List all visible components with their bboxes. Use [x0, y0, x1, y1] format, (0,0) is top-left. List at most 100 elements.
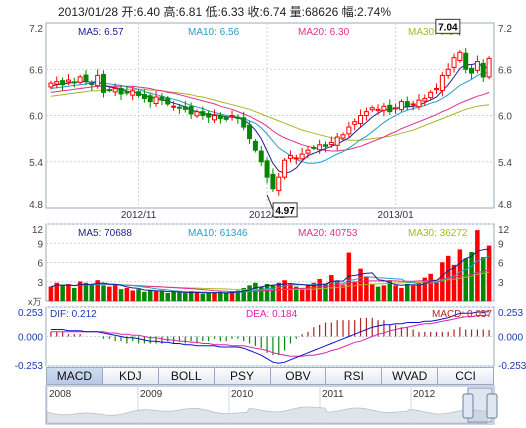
tab-psy[interactable]: PSY [214, 367, 271, 385]
candle [153, 90, 159, 107]
candle [469, 65, 475, 80]
change-value: 2.74% [357, 5, 392, 19]
candle [136, 89, 142, 98]
volume-bar [112, 284, 118, 302]
volume-bar [194, 291, 200, 302]
tab-rsi[interactable]: RSI [326, 367, 383, 385]
volume-bar [200, 293, 206, 302]
candle [188, 102, 194, 120]
volume-bar [153, 291, 159, 302]
price-ytick-right: 7.2 [498, 24, 512, 35]
open-value: 6.40 [136, 5, 161, 19]
price-ytick-right: 6.6 [498, 65, 512, 76]
price-legend-ma20: MA20: 6.30 [298, 27, 350, 38]
candle [95, 69, 101, 89]
volume-bar [72, 287, 77, 302]
volume-bar [54, 282, 60, 302]
volume-bar [101, 285, 106, 302]
candle [264, 157, 270, 184]
volume-bar [486, 245, 492, 302]
macd-ytick-left: 0.000 [18, 333, 43, 344]
volume-bar [282, 280, 287, 302]
volume-bar [381, 285, 387, 302]
candle [404, 96, 410, 111]
price-ytick-right: 4.8 [498, 200, 512, 211]
volume-bar [276, 282, 282, 302]
candle [65, 74, 71, 86]
tab-boll[interactable]: BOLL [158, 367, 215, 385]
volume-bar [118, 289, 124, 302]
volume-bar [405, 284, 410, 302]
volume-bar [422, 277, 428, 302]
candle [393, 103, 399, 114]
tab-obv[interactable]: OBV [270, 367, 327, 385]
price-ytick-left: 6.6 [29, 65, 43, 76]
volume-ma-lines [50, 248, 490, 294]
volume-bar [475, 230, 480, 302]
volume-bar [107, 286, 112, 302]
volume-bar [369, 284, 375, 302]
volume-bar [253, 282, 258, 302]
navigator-right-handle[interactable] [486, 393, 498, 419]
volume-bar [294, 286, 299, 302]
volume-bar [375, 286, 381, 302]
volume-bar [165, 293, 171, 302]
volume-bar [434, 281, 439, 302]
price-candles [48, 48, 492, 196]
volume-ytick-left: 9 [37, 239, 43, 250]
price-xtick: 2013/01 [378, 210, 415, 221]
volume-bar [393, 285, 398, 302]
volume-bar [66, 284, 71, 302]
candle [445, 63, 451, 79]
volume-bar [346, 252, 352, 302]
navigator-year: 2010 [231, 389, 254, 400]
close-label: 收: [247, 5, 263, 19]
candle [77, 74, 83, 85]
volume-bar [183, 293, 188, 302]
candle [323, 141, 328, 153]
candle [194, 109, 200, 119]
price-ytick-left: 6.0 [29, 112, 43, 123]
volume-legend-ma5: MA5: 70688 [78, 228, 132, 239]
candle [463, 48, 469, 74]
svg-text:4.97: 4.97 [275, 206, 295, 217]
candle [71, 77, 77, 88]
date: 2013/01/28 [58, 5, 119, 19]
candle [474, 55, 480, 74]
navigator-year: 2012 [413, 389, 436, 400]
volume-bar [399, 287, 404, 302]
candle [89, 80, 95, 91]
volume-bar [288, 284, 293, 302]
tab-macd[interactable]: MACD [46, 367, 103, 385]
candle [486, 56, 492, 80]
price-legend-ma30: MA30: 6.14 [408, 27, 460, 38]
candle [147, 92, 153, 108]
tab-wvad[interactable]: WVAD [382, 367, 439, 385]
candle [48, 80, 54, 90]
candle [358, 109, 364, 127]
navigator-area [46, 406, 488, 424]
price-ytick-right: 5.4 [498, 158, 512, 169]
candle [387, 99, 393, 115]
candle [141, 89, 147, 103]
volume-label: 量: [289, 5, 305, 19]
price-ma10-line [50, 71, 490, 164]
candle [241, 111, 247, 131]
candle [182, 100, 188, 113]
price-y-axis: 7.2 7.2 6.6 6.6 6.0 6.0 5.4 5.4 4.8 4.8 2012/11 201… [29, 24, 512, 221]
tab-kdj[interactable]: KDJ [102, 367, 159, 385]
candle [60, 77, 66, 91]
navigator-left-handle[interactable] [462, 393, 474, 419]
macd-legend-dif: DIF: 0.212 [50, 309, 97, 320]
volume-bar [428, 273, 433, 302]
candle [434, 83, 439, 94]
volume-bar [89, 284, 95, 302]
candle [305, 146, 311, 159]
price-xtick: 2012/12 [249, 210, 286, 221]
tab-cci[interactable]: CCI [438, 367, 494, 385]
volume-bar [241, 287, 246, 302]
volume-bar [311, 282, 317, 302]
candle [422, 94, 428, 107]
navigator-year: 2009 [140, 389, 163, 400]
volume-bar [334, 281, 340, 302]
